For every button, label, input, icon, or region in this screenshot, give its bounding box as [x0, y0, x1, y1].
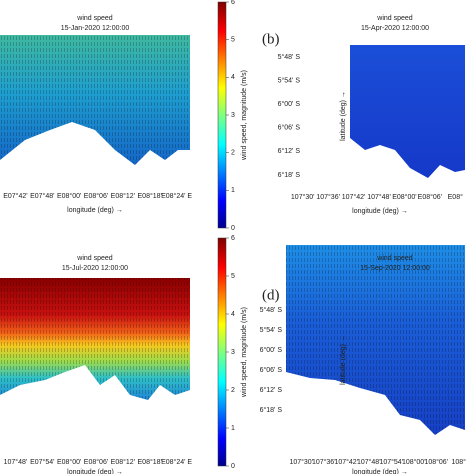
x-tick-label: E07°48' — [30, 192, 54, 200]
map-d-hatch — [286, 245, 465, 435]
y-tick-label: 5°54' S — [260, 326, 283, 334]
x-tick-label: 107°48' — [4, 458, 28, 466]
panel-label: (d) — [262, 287, 280, 303]
y-tick-label: 6°06' S — [260, 366, 283, 374]
x-tick-label: E08° — [448, 193, 463, 201]
x-axis-label: longitude (deg) → — [352, 469, 408, 474]
x-tick-label: 107°42' — [334, 458, 358, 466]
panel-subtitle: 15-Jan-2020 12:00:00 — [61, 25, 130, 32]
y-tick-label: 5°48' S — [260, 306, 283, 314]
y-tick-label: 6°06' S — [278, 124, 301, 132]
x-tick-label: E08°06' — [418, 193, 442, 201]
colorbar-tick-label: 2 — [231, 387, 235, 394]
colorbar-tick-label: 3 — [231, 349, 235, 356]
x-tick-label: 107°30' — [289, 458, 313, 466]
y-axis-label: latitude (deg) → — [340, 335, 347, 385]
x-axis-label: longitude (deg) → — [352, 208, 408, 215]
x-tick-label: E08°06' — [84, 458, 108, 466]
x-tick-label: 108°00' — [402, 458, 426, 466]
y-tick-label: 6°12' S — [278, 147, 301, 155]
x-tick-label: E07°54' — [30, 458, 54, 466]
panel-title: wind speed — [76, 15, 113, 22]
x-tick-label: E08°12' — [111, 458, 135, 466]
colorbar-tick-label: 4 — [231, 311, 235, 318]
colorbar-tick-label: 6 — [231, 235, 235, 242]
x-tick-label: 107°54' — [379, 458, 403, 466]
x-tick-label: E08°18' — [138, 458, 162, 466]
y-tick-label: 6°12' S — [260, 386, 283, 394]
y-tick-label: 6°18' S — [278, 171, 301, 179]
panel-label: (b) — [262, 31, 280, 47]
y-tick-label: 6°00' S — [260, 346, 283, 354]
x-tick-label: E07°42' — [3, 192, 27, 200]
x-tick-label: 108° — [452, 458, 467, 466]
x-tick-label: 107°42' — [342, 193, 366, 201]
colorbar-tick-label: 1 — [231, 425, 235, 432]
panel-title: wind speed — [376, 15, 413, 22]
x-tick-label: 107°48' — [367, 193, 391, 201]
x-axis-label: longitude (deg) → — [67, 207, 123, 214]
colorbar-label: wind speed, magnitude (m/s) — [241, 307, 248, 398]
y-tick-label: 5°48' S — [278, 53, 301, 61]
map-c-hatch — [0, 278, 190, 400]
y-axis-label: latitude (deg) → — [340, 91, 347, 141]
x-tick-label: 107°30' — [291, 193, 315, 201]
colorbar-label: wind speed, magnitude (m/s) — [241, 70, 248, 161]
x-tick-label: 107°36' — [316, 193, 340, 201]
colorbar-tick-label: 1 — [231, 187, 235, 194]
colorbar-tick-label: 0 — [231, 463, 235, 470]
y-tick-label: 5°54' S — [278, 76, 301, 84]
x-tick-label: 108°06' — [424, 458, 448, 466]
map-b — [350, 45, 465, 178]
colorbar-tick-label: 2 — [231, 150, 235, 157]
panel-subtitle: 15-Jul-2020 12:00:00 — [62, 265, 128, 272]
colorbar-tick-label: 6 — [231, 0, 235, 6]
colorbar-tick-label: 0 — [231, 225, 235, 232]
colorbar-a — [217, 1, 227, 229]
x-tick-label: E08°24' E — [161, 458, 192, 466]
y-tick-label: 6°18' S — [260, 406, 283, 414]
x-tick-label: E08°00' — [392, 193, 416, 201]
colorbar-tick-label: 3 — [231, 112, 235, 119]
x-tick-label: E08°18' — [138, 192, 162, 200]
x-tick-label: E08°06' — [84, 192, 108, 200]
panel-subtitle: 15-Apr-2020 12:00:00 — [361, 25, 429, 32]
map-a-hatch — [0, 35, 190, 165]
x-tick-label: E08°00' — [57, 192, 81, 200]
x-tick-label: 107°48' — [357, 458, 381, 466]
y-tick-label: 6°00' S — [278, 100, 301, 108]
panel-subtitle: 15-Sep-2020 12:00:00 — [360, 265, 430, 272]
x-axis-label: longitude (deg) → — [67, 469, 123, 474]
colorbar-tick-label: 5 — [231, 273, 235, 280]
maps — [0, 1, 465, 467]
colorbar-tick-label: 5 — [231, 37, 235, 44]
colorbar-c — [217, 237, 227, 467]
panel-title: wind speed — [376, 255, 413, 262]
x-tick-label: E08°00' — [57, 458, 81, 466]
x-tick-label: E08°24' E — [161, 192, 192, 200]
x-tick-label: 107°36' — [312, 458, 336, 466]
x-tick-label: E08°12' — [111, 192, 135, 200]
panel-title: wind speed — [76, 255, 113, 262]
colorbar-tick-label: 4 — [231, 74, 235, 81]
